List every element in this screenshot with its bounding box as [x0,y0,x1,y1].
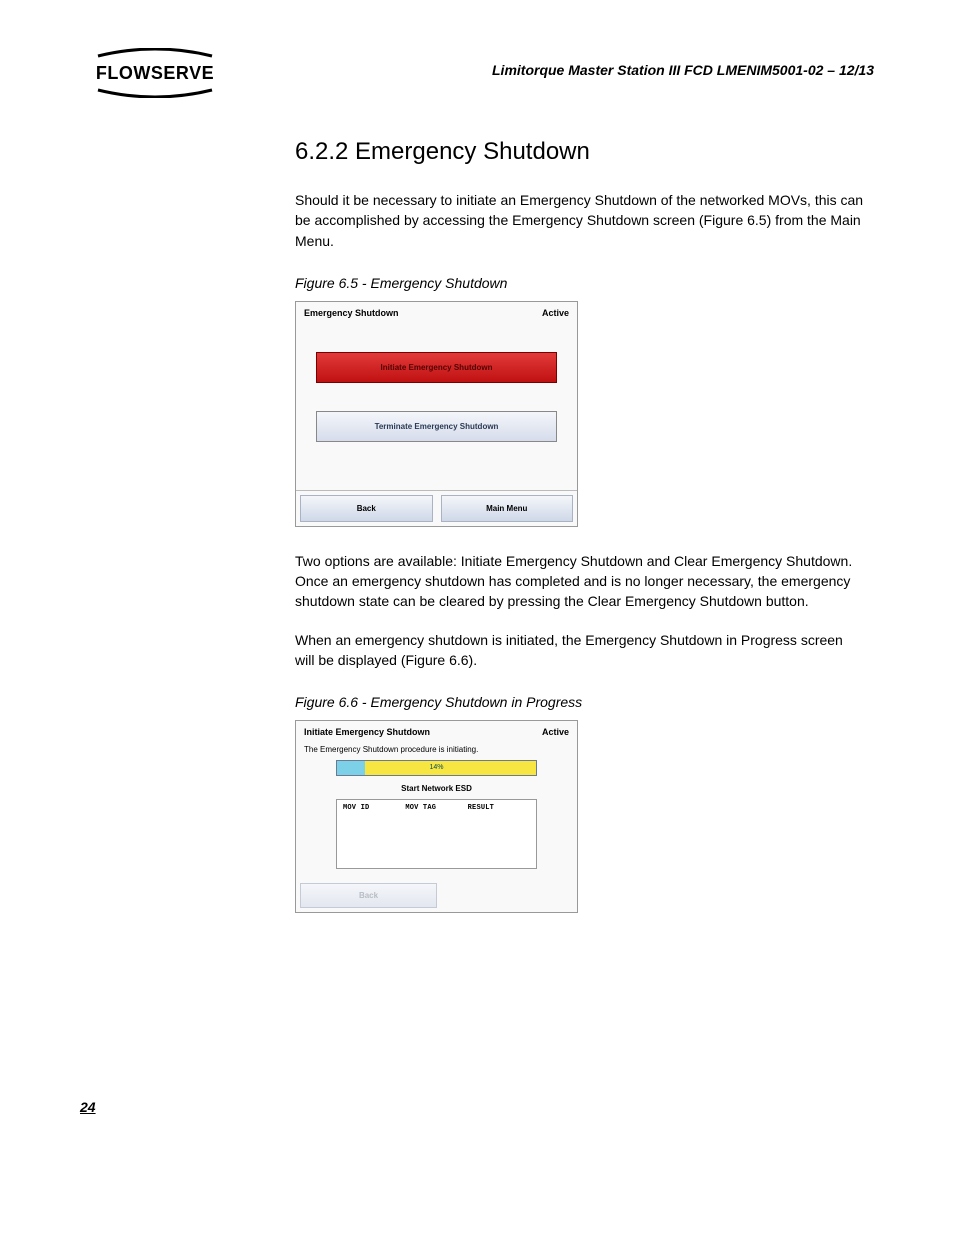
figure-6-5-caption: Figure 6.5 - Emergency Shutdown [295,275,864,291]
fig65-title: Emergency Shutdown [304,308,399,318]
svg-text:FLOWSERVE: FLOWSERVE [96,63,214,83]
figure-6-6: Initiate Emergency Shutdown Active The E… [295,720,578,913]
main-menu-button[interactable]: Main Menu [441,495,574,522]
section-heading: 6.2.2 Emergency Shutdown [295,138,864,166]
esd-result-table: MOV ID MOV TAG RESULT [336,799,537,869]
terminate-emergency-shutdown-button[interactable]: Terminate Emergency Shutdown [316,411,557,442]
fig66-status: Active [542,727,569,737]
flowserve-logo: FLOWSERVE [80,48,230,98]
back-button[interactable]: Back [300,495,433,522]
paragraph-2: Two options are available: Initiate Emer… [295,551,864,612]
col-result: RESULT [468,804,530,812]
progress-percent: 14% [337,761,536,775]
col-mov-tag: MOV TAG [405,804,467,812]
back-button-disabled: Back [300,883,437,908]
figure-6-6-caption: Figure 6.6 - Emergency Shutdown in Progr… [295,694,864,710]
paragraph-3: When an emergency shutdown is initiated,… [295,630,864,671]
fig66-subtitle: Start Network ESD [296,776,577,797]
initiate-emergency-shutdown-button[interactable]: Initiate Emergency Shutdown [316,352,557,383]
figure-6-5: Emergency Shutdown Active Initiate Emerg… [295,301,578,527]
col-mov-id: MOV ID [343,804,405,812]
fig66-message: The Emergency Shutdown procedure is init… [296,739,577,760]
page-number: 24 [80,1099,96,1115]
fig66-title: Initiate Emergency Shutdown [304,727,430,737]
progress-bar: 14% [336,760,537,776]
paragraph-1: Should it be necessary to initiate an Em… [295,190,864,251]
fig65-status: Active [542,308,569,318]
